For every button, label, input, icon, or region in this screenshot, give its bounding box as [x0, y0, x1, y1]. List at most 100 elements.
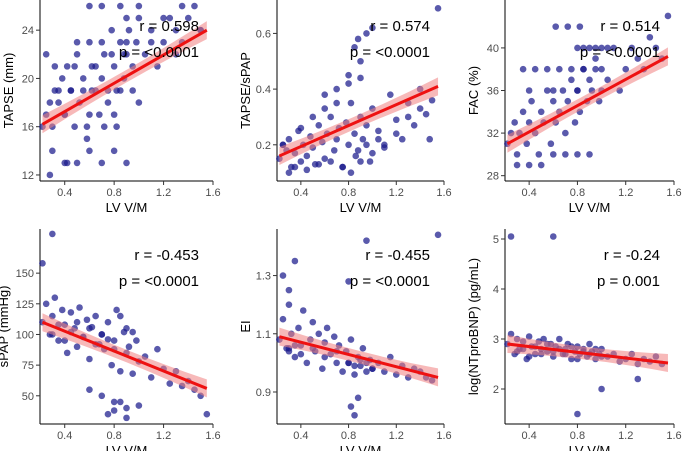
- data-point: [295, 324, 302, 332]
- data-point: [628, 44, 636, 52]
- data-point: [339, 163, 346, 171]
- y-tick-label: 28: [487, 171, 499, 183]
- data-point: [125, 26, 133, 34]
- data-point: [580, 44, 587, 52]
- data-point: [100, 123, 108, 130]
- y-tick-label: 2: [493, 384, 499, 396]
- data-point: [123, 159, 130, 167]
- p-value-label: p = <0.0001: [119, 44, 199, 61]
- data-point: [359, 135, 367, 143]
- data-point: [562, 151, 569, 158]
- x-tick-label: 1.6: [436, 430, 451, 442]
- data-point: [309, 113, 317, 121]
- data-point: [117, 367, 124, 375]
- regression-line: [41, 320, 208, 390]
- p-value-label: p = <0.0001: [350, 273, 430, 290]
- data-point: [562, 129, 569, 137]
- data-point: [422, 110, 430, 118]
- data-point: [574, 151, 581, 158]
- x-tick-label: 0.4: [521, 430, 536, 442]
- data-point: [110, 63, 118, 70]
- data-point: [291, 257, 299, 265]
- data-point: [285, 301, 293, 308]
- x-tick-label: 0.4: [293, 187, 308, 199]
- data-point: [330, 333, 338, 340]
- data-point: [303, 152, 311, 160]
- data-point: [354, 147, 362, 154]
- data-point: [574, 44, 581, 52]
- data-point: [178, 2, 186, 10]
- data-point: [345, 71, 352, 79]
- data-point: [100, 51, 108, 58]
- data-point: [63, 159, 71, 167]
- data-point: [387, 91, 394, 98]
- data-point: [117, 2, 124, 10]
- data-point: [354, 35, 362, 43]
- data-point: [571, 119, 579, 126]
- data-point: [381, 144, 388, 151]
- data-point: [73, 38, 81, 46]
- data-point: [552, 23, 559, 30]
- data-point: [110, 147, 118, 155]
- data-point: [297, 158, 305, 165]
- data-point: [291, 353, 299, 361]
- data-point: [73, 159, 81, 167]
- data-point: [345, 278, 352, 285]
- data-point: [279, 315, 287, 323]
- x-tick-label: 0.8: [341, 187, 356, 199]
- y-tick-label: 32: [487, 128, 499, 140]
- data-point: [525, 333, 533, 340]
- data-point: [604, 44, 611, 52]
- r-value-label: r = -0.24: [604, 247, 660, 264]
- data-point: [321, 91, 329, 98]
- y-tick-label: 20: [22, 73, 34, 85]
- data-point: [86, 355, 93, 363]
- data-point: [351, 362, 358, 370]
- data-point: [366, 158, 374, 165]
- data-point: [347, 99, 355, 107]
- data-point: [108, 51, 115, 58]
- data-point: [580, 65, 587, 73]
- data-point: [535, 151, 543, 158]
- r-value-label: r = -0.453: [134, 247, 199, 264]
- data-point: [416, 105, 424, 112]
- data-point: [42, 300, 50, 308]
- data-point: [110, 407, 118, 414]
- data-point: [172, 26, 180, 34]
- x-axis-title: LV V/M: [106, 200, 148, 215]
- data-point: [586, 44, 593, 52]
- data-point: [291, 163, 299, 171]
- data-point: [203, 410, 211, 418]
- data-point: [83, 123, 91, 130]
- data-point: [564, 97, 572, 105]
- x-tick-label: 1.2: [389, 430, 404, 442]
- data-point: [549, 151, 557, 158]
- data-point: [375, 127, 382, 135]
- data-point: [610, 44, 617, 52]
- data-point: [73, 51, 81, 58]
- data-point: [39, 260, 46, 267]
- data-point: [359, 345, 367, 352]
- data-point: [135, 14, 143, 22]
- data-point: [525, 161, 533, 169]
- data-point: [110, 337, 118, 344]
- x-axis-title: LV V/M: [340, 443, 382, 451]
- data-point: [315, 122, 323, 129]
- data-point: [147, 38, 155, 46]
- x-tick-label: 1.2: [389, 187, 404, 199]
- data-point: [76, 304, 83, 311]
- data-point: [117, 38, 124, 46]
- data-point: [339, 368, 346, 375]
- y-axis-title: sPAP (mmHg): [0, 286, 11, 368]
- data-point: [592, 65, 599, 73]
- data-point: [315, 330, 323, 338]
- data-point: [117, 87, 124, 94]
- data-point: [86, 386, 93, 393]
- data-point: [351, 44, 358, 51]
- data-point: [67, 87, 75, 94]
- y-tick-label: 0.9: [256, 387, 271, 399]
- y-tick-label: 40: [487, 43, 499, 55]
- data-point: [327, 113, 334, 121]
- data-point: [347, 336, 355, 343]
- data-point: [345, 359, 352, 367]
